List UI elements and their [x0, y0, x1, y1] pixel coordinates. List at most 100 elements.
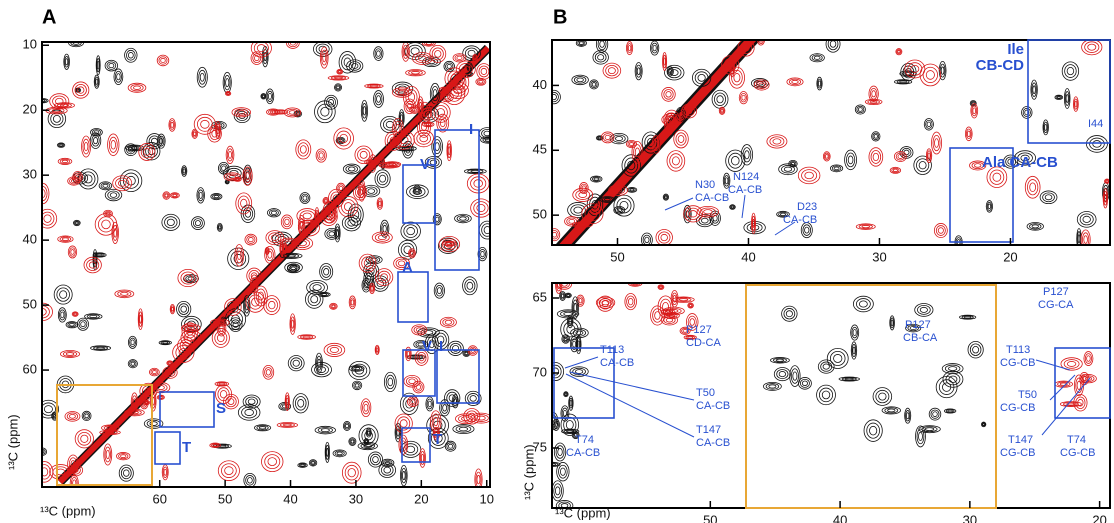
- contour: [339, 133, 349, 144]
- contour: [820, 361, 833, 372]
- contour: [290, 357, 303, 369]
- contour: [274, 110, 286, 114]
- contour: [431, 136, 443, 158]
- contour: [858, 300, 868, 308]
- contour: [158, 135, 165, 147]
- annotation: CA-CB: [728, 184, 762, 196]
- contour: [242, 394, 261, 409]
- contour: [280, 214, 294, 230]
- region-box: [1027, 39, 1111, 144]
- contour: [104, 446, 111, 463]
- contour: [553, 420, 559, 430]
- contour: [359, 150, 368, 159]
- contour: [341, 199, 356, 215]
- contour: [797, 166, 821, 185]
- contour: [558, 464, 568, 479]
- contour: [440, 401, 449, 414]
- contour: [305, 289, 324, 309]
- contour: [42, 464, 51, 480]
- contour: [444, 389, 461, 407]
- contour: [216, 319, 227, 337]
- contour: [773, 367, 791, 382]
- contour: [341, 54, 354, 71]
- contour: [463, 408, 481, 425]
- contour: [69, 177, 79, 185]
- contour: [372, 456, 379, 463]
- contour: [265, 298, 278, 313]
- contour: [587, 209, 598, 219]
- contour: [199, 72, 205, 82]
- contour: [297, 399, 305, 408]
- contour: [164, 216, 178, 229]
- contour: [172, 342, 195, 363]
- contour: [672, 295, 677, 303]
- contour: [940, 66, 945, 75]
- region-box: [401, 427, 431, 463]
- contour: [382, 459, 393, 466]
- contour: [73, 464, 76, 471]
- contour: [216, 382, 227, 386]
- contour: [394, 88, 410, 97]
- contour: [228, 174, 237, 179]
- leader: [569, 371, 695, 401]
- contour: [663, 109, 680, 130]
- contour: [870, 150, 882, 164]
- contour: [1080, 374, 1097, 384]
- contour: [461, 65, 471, 73]
- contour: [391, 81, 414, 96]
- contour: [215, 121, 221, 140]
- contour: [322, 209, 336, 224]
- contour: [228, 151, 232, 159]
- contour: [597, 40, 607, 51]
- contour: [651, 42, 658, 54]
- contour: [369, 84, 379, 88]
- contour: [476, 78, 485, 85]
- contour: [346, 59, 364, 73]
- contour: [198, 69, 207, 85]
- contour: [475, 471, 482, 487]
- contour: [452, 424, 475, 434]
- contour: [694, 71, 709, 85]
- contour: [872, 387, 893, 406]
- contour: [724, 177, 729, 185]
- contour: [916, 158, 930, 173]
- contour: [455, 425, 472, 433]
- contour: [615, 136, 623, 142]
- contour: [84, 413, 89, 419]
- contour: [932, 134, 941, 152]
- contour: [83, 412, 91, 420]
- contour: [899, 80, 907, 84]
- contour: [352, 209, 360, 220]
- contour: [171, 306, 174, 312]
- contour: [406, 445, 416, 454]
- contour: [437, 335, 445, 345]
- contour: [374, 169, 391, 188]
- contour: [602, 62, 622, 79]
- contour: [281, 404, 288, 409]
- contour: [566, 294, 570, 297]
- contour: [662, 306, 685, 316]
- contour: [467, 72, 472, 76]
- contour: [571, 74, 589, 86]
- contour: [378, 200, 382, 207]
- contour: [1022, 107, 1031, 118]
- contour: [427, 400, 432, 408]
- contour: [299, 220, 304, 230]
- contour: [432, 213, 442, 226]
- contour: [166, 369, 174, 376]
- contour: [212, 193, 221, 200]
- contour: [384, 130, 403, 151]
- contour: [163, 192, 170, 199]
- contour: [878, 392, 887, 401]
- contour: [930, 409, 940, 419]
- contour: [364, 430, 373, 441]
- contour: [350, 299, 355, 306]
- contour: [556, 283, 572, 290]
- contour: [219, 324, 224, 332]
- contour: [473, 201, 489, 215]
- contour: [322, 52, 327, 63]
- contour: [891, 167, 900, 173]
- contour: [248, 269, 260, 282]
- contour: [433, 416, 439, 427]
- contour: [430, 102, 451, 123]
